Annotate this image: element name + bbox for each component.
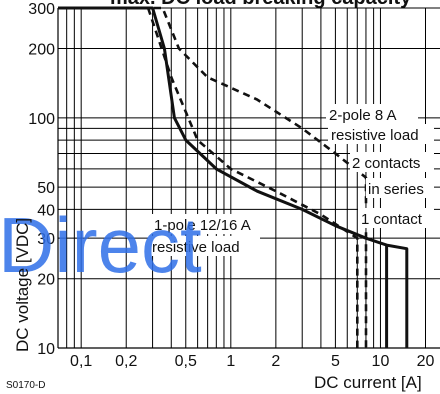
annotation-1contact-label: 1 contact <box>361 211 423 228</box>
x-axis-label: DC current [A] <box>314 373 422 392</box>
y-tick-label: 50 <box>37 180 55 197</box>
series-layer <box>58 6 409 348</box>
figure-code: S0170-D <box>6 380 45 391</box>
y-tick-label: 200 <box>28 42 55 59</box>
y-axis-label: DC voltage [VDC] <box>13 218 32 352</box>
annotation-2pole-label: 2-pole 8 A <box>329 107 397 124</box>
annotation-1pole-label: 1-pole 12/16 A <box>154 217 251 234</box>
series-line-0 <box>58 6 409 348</box>
chart-title: max. DC load breaking capacity <box>110 0 412 9</box>
x-tick-label: 2 <box>271 353 280 370</box>
annotation-2contacts-label: 2 contacts <box>352 155 420 172</box>
series-line-2 <box>58 6 368 348</box>
series-line-3 <box>146 7 359 348</box>
watermark: Direct <box>0 201 202 289</box>
x-tick-label: 5 <box>331 353 340 370</box>
x-tick-label: 0,2 <box>115 353 137 370</box>
tick-labels: 0,1 0,2 0,5 1 2 5 10 20 10 20 30 40 50 100 200 300 <box>28 1 434 370</box>
annotation-2pole: 2-pole 8 A resistive load 2 contacts in … <box>326 104 434 198</box>
annotation-1contact: 1 contact <box>358 208 434 228</box>
annotation-resistive2-label: resistive load <box>152 239 240 256</box>
y-tick-label: 300 <box>28 1 55 18</box>
x-tick-label: 10 <box>372 353 390 370</box>
annotation-series-label: in series <box>368 181 424 198</box>
x-tick-label: 1 <box>226 353 235 370</box>
y-tick-label: 100 <box>28 111 55 128</box>
x-tick-label: 0,1 <box>70 353 92 370</box>
y-tick-label: 30 <box>37 231 55 248</box>
annotation-resistive-label: resistive load <box>331 127 419 144</box>
annotation-1pole: 1-pole 12/16 A resistive load <box>148 214 266 256</box>
x-tick-label: 20 <box>417 353 435 370</box>
y-tick-label: 40 <box>37 202 55 219</box>
x-tick-label: 0,5 <box>175 353 197 370</box>
y-tick-label: 20 <box>37 272 55 289</box>
y-tick-label: 10 <box>37 341 55 358</box>
